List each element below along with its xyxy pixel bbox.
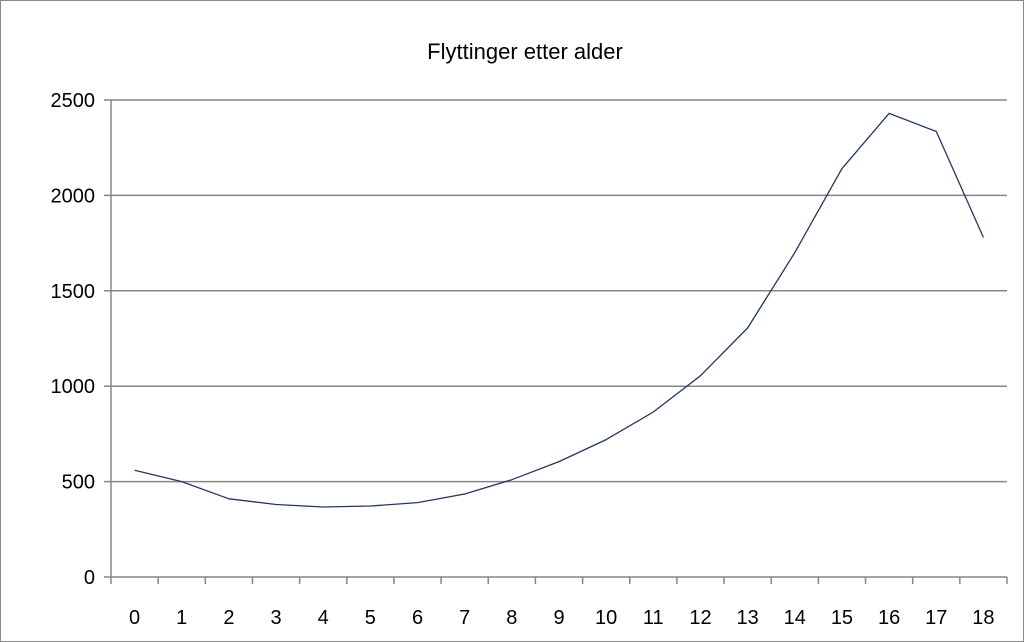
chart-title: Flyttinger etter alder	[427, 39, 623, 64]
x-tick-label: 8	[506, 607, 517, 629]
data-point	[558, 460, 561, 463]
x-tick-label: 5	[365, 607, 376, 629]
data-point	[275, 503, 278, 506]
data-point	[463, 493, 466, 496]
x-tick-label: 13	[737, 607, 759, 629]
x-tick-label: 12	[689, 607, 711, 629]
x-tick-label: 3	[270, 607, 281, 629]
data-point	[605, 438, 608, 441]
data-point	[699, 374, 702, 377]
data-point	[652, 410, 655, 413]
data-point	[746, 327, 749, 330]
x-tick-label: 1	[176, 607, 187, 629]
data-point	[840, 167, 843, 170]
y-tick-label: 0	[84, 567, 95, 589]
data-point	[227, 497, 230, 500]
x-tick-label: 16	[878, 607, 900, 629]
y-tick-label: 1500	[51, 281, 96, 303]
x-tick-label: 4	[318, 607, 329, 629]
data-point	[935, 130, 938, 133]
data-point	[416, 501, 419, 504]
gridlines	[111, 99, 1007, 483]
data-point	[133, 469, 136, 472]
x-tick-label: 15	[831, 607, 853, 629]
x-tick-label: 0	[129, 607, 140, 629]
x-tick-label: 2	[223, 607, 234, 629]
data-point	[888, 112, 891, 115]
data-point	[322, 505, 325, 508]
data-point	[510, 478, 513, 481]
y-tick-label: 2500	[51, 90, 96, 112]
x-tick-label: 6	[412, 607, 423, 629]
y-tick-label: 2000	[51, 185, 96, 207]
x-tick-label: 10	[595, 607, 617, 629]
x-tick-label: 9	[553, 607, 564, 629]
series-layer	[133, 112, 985, 508]
data-point	[982, 236, 985, 239]
data-point	[369, 505, 372, 508]
x-tick-label: 11	[643, 607, 664, 629]
x-tick-label: 17	[925, 607, 947, 629]
series-line-0	[134, 112, 984, 508]
x-tick-label: 18	[972, 607, 994, 629]
y-tick-label: 500	[62, 472, 95, 494]
x-tick-label: 14	[784, 607, 806, 629]
y-tick-label: 1000	[51, 376, 96, 398]
x-tick-label: 7	[459, 607, 470, 629]
data-point	[793, 251, 796, 254]
data-point	[180, 480, 183, 483]
axes	[104, 99, 1008, 584]
